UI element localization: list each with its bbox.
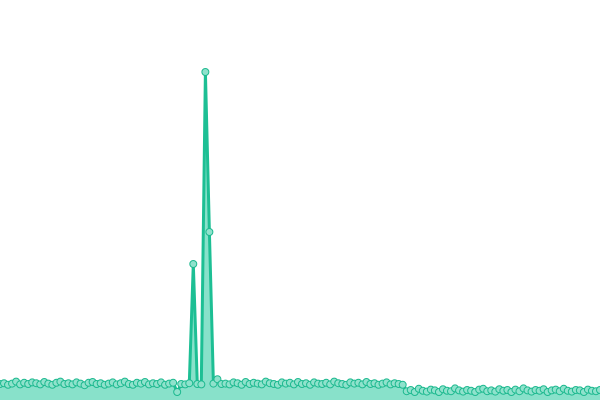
data-point[interactable] [189,260,198,268]
data-point[interactable] [398,380,407,389]
data-point[interactable] [201,68,210,76]
data-point[interactable] [596,386,600,394]
data-point[interactable] [205,228,214,236]
series-area [0,72,600,400]
data-point[interactable] [173,388,182,396]
data-point[interactable] [197,380,206,389]
series-line [0,70,600,394]
data-point[interactable] [169,378,178,387]
data-point[interactable] [185,379,194,388]
